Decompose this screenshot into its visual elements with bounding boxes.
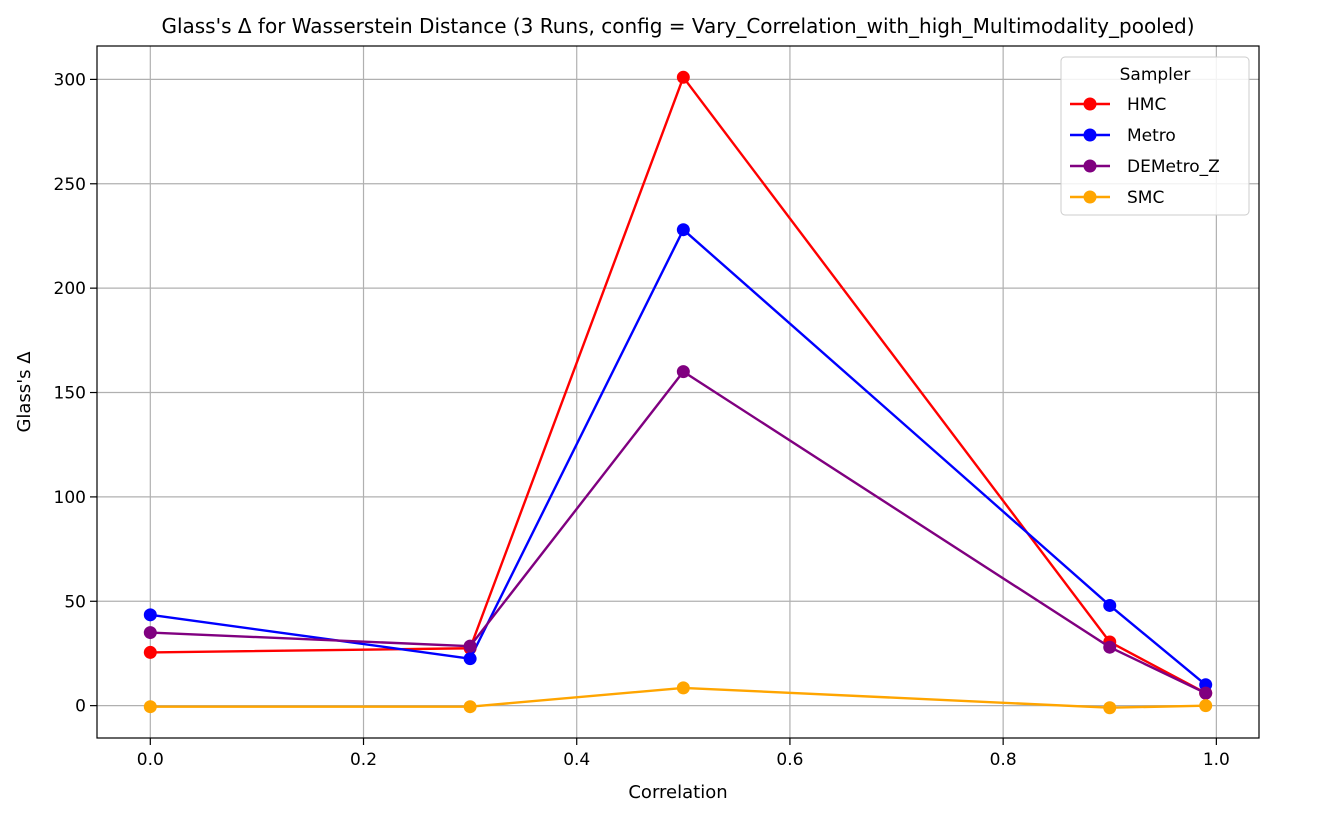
series-demetro-z	[143, 365, 1213, 700]
legend-marker-metro	[1083, 128, 1097, 142]
y-axis-label: Glass's Δ	[14, 351, 35, 433]
series-line-demetro-z	[150, 370, 1207, 695]
x-tick-label: 0.0	[137, 750, 164, 770]
data-point-demetro-z	[1103, 640, 1117, 654]
x-tick-label: 0.4	[563, 750, 590, 770]
data-point-smc	[1199, 699, 1213, 713]
data-point-metro	[463, 652, 477, 666]
data-point-metro	[1103, 598, 1117, 612]
legend: Sampler HMC Metro DEMetro_Z SMC	[1060, 56, 1250, 216]
y-tick-label: 50	[64, 592, 86, 612]
y-tick-label: 250	[54, 175, 86, 195]
legend-marker-demetro-z	[1083, 159, 1097, 173]
axis-ticks: 0.0 0.2 0.4 0.6 0.8 1.0 0 50 100 150 200 250 300	[54, 70, 1230, 770]
legend-label-smc: SMC	[1127, 188, 1164, 208]
data-point-demetro-z	[676, 365, 690, 379]
x-tick-label: 1.0	[1203, 750, 1230, 770]
series-line-metro	[150, 228, 1207, 686]
series-smc	[143, 681, 1213, 715]
legend-marker-hmc	[1083, 97, 1097, 111]
plot-frame	[96, 45, 1260, 739]
x-tick-label: 0.8	[990, 750, 1017, 770]
y-tick-label: 100	[54, 488, 86, 508]
data-point-hmc	[143, 645, 157, 659]
data-point-demetro-z	[463, 639, 477, 653]
legend-box	[1060, 56, 1250, 216]
x-tick-label: 0.2	[350, 750, 377, 770]
legend-label-hmc: HMC	[1127, 95, 1166, 115]
data-point-metro	[143, 608, 157, 622]
legend-label-metro: Metro	[1127, 126, 1176, 146]
data-point-demetro-z	[143, 626, 157, 640]
data-point-smc	[1103, 701, 1117, 715]
data-point-smc	[463, 700, 477, 714]
legend-title: Sampler	[1120, 65, 1191, 85]
y-tick-label: 200	[54, 279, 86, 299]
data-point-metro	[676, 223, 690, 237]
data-point-smc	[676, 681, 690, 695]
y-tick-label: 300	[54, 70, 86, 90]
y-tick-label: 150	[54, 384, 86, 404]
series-hmc	[143, 70, 1213, 700]
legend-label-demetro-z: DEMetro_Z	[1127, 157, 1220, 177]
series-metro	[143, 223, 1213, 692]
chart-title: Glass's Δ for Wasserstein Distance (3 Ru…	[161, 14, 1194, 38]
data-point-smc	[143, 700, 157, 714]
legend-marker-smc	[1083, 190, 1097, 204]
x-axis-label: Correlation	[628, 782, 727, 803]
data-point-demetro-z	[1199, 686, 1213, 700]
x-tick-label: 0.6	[776, 750, 803, 770]
data-point-hmc	[676, 70, 690, 84]
y-tick-label: 0	[75, 697, 86, 717]
series-group	[143, 70, 1213, 715]
